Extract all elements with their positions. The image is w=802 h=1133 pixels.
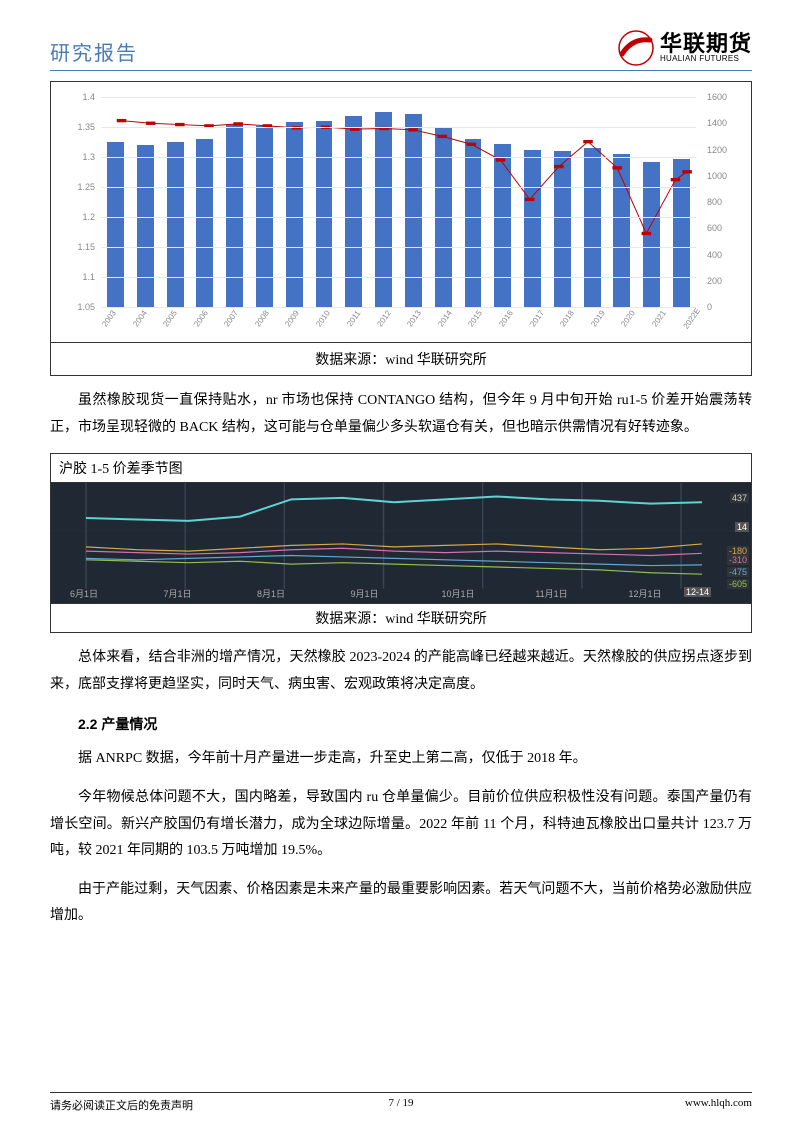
paragraph-4: 今年物候总体问题不大，国内略差，导致国内 ru 仓单量偏少。目前价位供应积极性没…: [50, 785, 752, 865]
chart2-value-label: 14: [735, 522, 749, 532]
chart2-value-label: -475: [727, 567, 749, 577]
chart2-title: 沪胶 1-5 价差季节图: [51, 454, 751, 483]
report-title: 研究报告: [50, 37, 138, 66]
chart1-x-label: 2015: [467, 309, 500, 340]
chart1-bar: [316, 121, 333, 307]
chart1-x-label: 2004: [131, 309, 164, 340]
chart1-container: 1.05 1.1 1.15 1.2 1.25 1.3 1.35 1.4 0 200 400 600 8…: [50, 81, 752, 376]
chart1-x-label: 2007: [223, 309, 256, 340]
chart1-bar: [673, 159, 690, 307]
chart1-right-tick: 400: [707, 250, 722, 260]
chart1-right-tick: 600: [707, 223, 722, 233]
chart2-x-label: 11月1日: [535, 587, 567, 600]
chart2-x-labels: 6月1日 7月1日 8月1日 9月1日 10月1日 11月1日 12月1日 12-14: [51, 587, 711, 601]
chart1-x-label: 2016: [497, 309, 530, 340]
chart1-x-label: 2020: [620, 309, 653, 340]
chart1-left-tick: 1.4: [82, 92, 95, 102]
chart1-left-tick: 1.25: [77, 182, 95, 192]
chart1-bar: [286, 122, 303, 307]
chart1-bar: [107, 142, 124, 307]
chart2-x-label: 12月1日: [628, 587, 661, 600]
chart1-x-label: 2019: [589, 309, 622, 340]
page-footer: 请务必阅读正文后的免责声明 7 / 19 www.hlqh.com: [50, 1092, 752, 1113]
chart1-right-tick: 1200: [707, 145, 727, 155]
chart2-value-label: -605: [727, 579, 749, 589]
chart1-y-axis-left: 1.051.11.151.21.251.31.351.4: [51, 97, 99, 307]
chart1-bar: [584, 148, 601, 307]
chart1-bar: [554, 151, 571, 307]
chart1-bar: [613, 154, 630, 307]
chart2-value-label: -180: [727, 546, 749, 556]
chart1-bar: [345, 116, 362, 307]
chart2-x-label: 6月1日: [70, 587, 98, 600]
chart1-bar: [465, 139, 482, 307]
logo-icon: [618, 30, 654, 66]
chart2-value-label: 437: [730, 493, 749, 503]
chart1-left-tick: 1.2: [82, 212, 95, 222]
chart2-x-label: 9月1日: [350, 587, 378, 600]
paragraph-2: 总体来看，结合非洲的增产情况，天然橡胶 2023-2024 的产能高峰已经越来越…: [50, 645, 752, 698]
chart1-left-tick: 1.05: [77, 302, 95, 312]
chart1-bar: [167, 142, 184, 307]
chart1-x-label: 2005: [161, 309, 194, 340]
chart1-bar: [494, 144, 511, 307]
chart1-right-tick: 200: [707, 276, 722, 286]
chart1-right-tick: 1400: [707, 118, 727, 128]
chart1-x-label: 2014: [436, 309, 469, 340]
chart1-right-tick: 0: [707, 302, 712, 312]
chart2-x-label: 7月1日: [163, 587, 191, 600]
chart1-bar: [405, 114, 422, 307]
chart1-x-label: 2017: [528, 309, 561, 340]
chart1-x-label: 2008: [253, 309, 286, 340]
chart1-right-tick: 800: [707, 197, 722, 207]
chart1-x-label: 2013: [406, 309, 439, 340]
footer-url: www.hlqh.com: [685, 1097, 752, 1113]
footer-page-number: 7 / 19: [388, 1097, 413, 1109]
chart1-left-tick: 1.35: [77, 122, 95, 132]
chart1-left-tick: 1.1: [82, 272, 95, 282]
chart2-x-label: 10月1日: [441, 587, 474, 600]
paragraph-1: 虽然橡胶现货一直保持贴水，nr 市场也保持 CONTANGO 结构，但今年 9 …: [50, 388, 752, 441]
chart2-plot-area: 437 14 -180-310 -475 -605 6月1日 7月1日 8月1日 9月1日 10…: [51, 483, 751, 603]
paragraph-5: 由于产能过剩，天气因素、价格因素是未来产量的最重要影响因素。若天气问题不大，当前…: [50, 877, 752, 930]
chart1-x-label: 2012: [375, 309, 408, 340]
page-header: 研究报告 华联期货 HUALIAN FUTURES: [50, 30, 752, 71]
chart1-source: 数据来源：wind 华联研究所: [51, 342, 751, 375]
chart1-bar: [524, 150, 541, 307]
chart1-x-labels: 2003200420052006200720082009201020112012…: [101, 310, 696, 338]
chart1-plot-area: 1.05 1.1 1.15 1.2 1.25 1.3 1.35 1.4 0 200 400 600 8…: [51, 82, 751, 342]
logo-text-en: HUALIAN FUTURES: [660, 55, 752, 63]
chart1-y-axis-right: 02004006008001000120014001600: [703, 97, 743, 307]
logo-text: 华联期货 HUALIAN FUTURES: [660, 33, 752, 63]
chart1-x-label: 2009: [284, 309, 317, 340]
company-logo: 华联期货 HUALIAN FUTURES: [618, 30, 752, 66]
chart2-x-label: 8月1日: [257, 587, 285, 600]
chart1-bar: [137, 145, 154, 307]
chart1-right-tick: 1000: [707, 171, 727, 181]
footer-disclaimer: 请务必阅读正文后的免责声明: [50, 1097, 193, 1113]
chart1-bar: [196, 139, 213, 307]
chart1-bar: [643, 162, 660, 307]
chart2-svg: [51, 483, 751, 603]
chart2-x-end-label: 12-14: [684, 587, 711, 597]
chart2-container: 沪胶 1-5 价差季节图 437 14 -180-310 -475 -605 6月1日 7…: [50, 453, 752, 633]
paragraph-3: 据 ANRPC 数据，今年前十月产量进一步走高，升至史上第二高，仅低于 2018…: [50, 746, 752, 773]
chart1-x-label: 2022E: [682, 306, 718, 341]
chart1-left-tick: 1.15: [77, 242, 95, 252]
chart1-bar: [226, 124, 243, 307]
chart1-bars: [101, 97, 696, 307]
chart1-plot: [101, 97, 696, 307]
chart2-value-label: -310: [727, 555, 749, 565]
chart1-right-tick: 1600: [707, 92, 727, 102]
chart1-x-label: 2011: [345, 309, 378, 339]
chart1-x-label: 2003: [100, 309, 133, 340]
section-heading-2-2: 2.2 产量情况: [50, 714, 752, 734]
chart1-left-tick: 1.3: [82, 152, 95, 162]
chart1-x-label: 2018: [558, 309, 591, 340]
chart1-x-label: 2006: [192, 309, 225, 340]
chart1-x-label: 2010: [314, 309, 347, 340]
chart1-x-label: 2021: [650, 309, 683, 340]
logo-text-cn: 华联期货: [660, 33, 752, 55]
